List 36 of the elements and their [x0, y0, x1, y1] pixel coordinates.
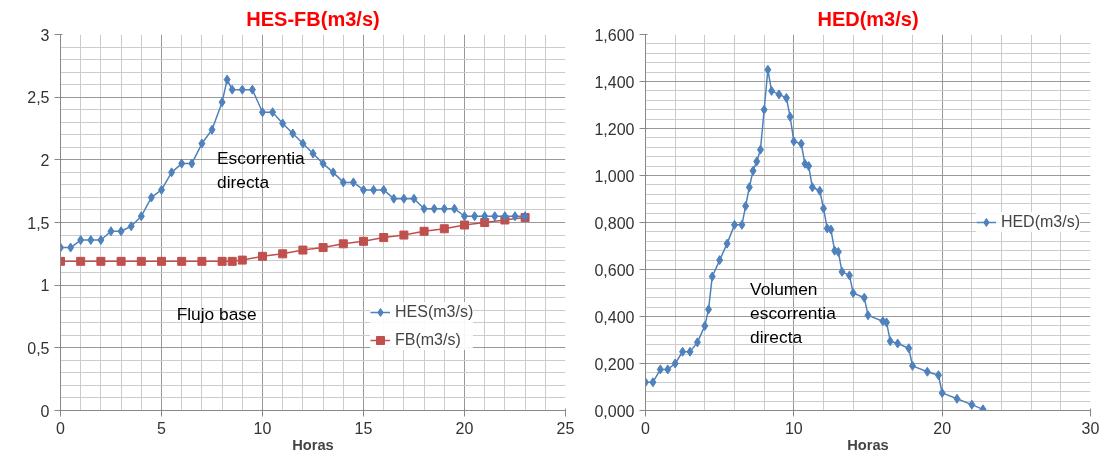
y-tick-label: 1: [40, 277, 50, 295]
y-tick-label: 0,5: [27, 339, 50, 357]
y-tick-label: 0,600: [594, 261, 635, 279]
x-axis-title: Horas: [847, 436, 889, 453]
y-tick-label: 1,000: [594, 167, 635, 185]
y-tick-label: 1,400: [594, 73, 635, 91]
x-tick-label: 5: [157, 419, 167, 437]
y-tick-label: 0,800: [594, 214, 635, 232]
y-tick-label: 2: [40, 151, 50, 169]
legend-label: HES(m3/s): [395, 303, 474, 321]
legend-label: HED(m3/s): [1000, 213, 1080, 231]
y-tick-label: 1,5: [27, 214, 50, 232]
chart-title: HES-FB(m3/s): [246, 7, 380, 30]
x-tick-label: 15: [354, 419, 373, 437]
x-tick-label: 30: [1081, 419, 1100, 437]
x-tick-label: 10: [253, 419, 272, 437]
chart-title: HED(m3/s): [817, 7, 919, 30]
y-tick-label: 0,200: [594, 355, 635, 373]
annotation: Flujo base: [176, 304, 257, 325]
x-tick-label: 0: [56, 419, 66, 437]
y-tick-label: 0: [40, 402, 50, 420]
y-tick-label: 0,000: [594, 402, 635, 420]
x-tick-label: 0: [641, 419, 651, 437]
y-tick-label: 3: [40, 26, 50, 44]
x-tick-label: 25: [556, 419, 575, 437]
y-tick-label: 0,400: [594, 308, 635, 326]
legend-label: FB(m3/s): [395, 331, 461, 349]
x-tick-label: 20: [933, 419, 952, 437]
x-axis-title: Horas: [292, 436, 334, 453]
y-tick-label: 1,200: [594, 120, 635, 138]
annotation: Volumen escorrentia directa: [750, 278, 837, 347]
x-tick-label: 20: [455, 419, 474, 437]
y-tick-label: 1,600: [594, 26, 635, 44]
annotation: Escorrentia directa: [217, 148, 306, 193]
y-tick-label: 2,5: [27, 89, 50, 107]
x-tick-label: 10: [784, 419, 803, 437]
